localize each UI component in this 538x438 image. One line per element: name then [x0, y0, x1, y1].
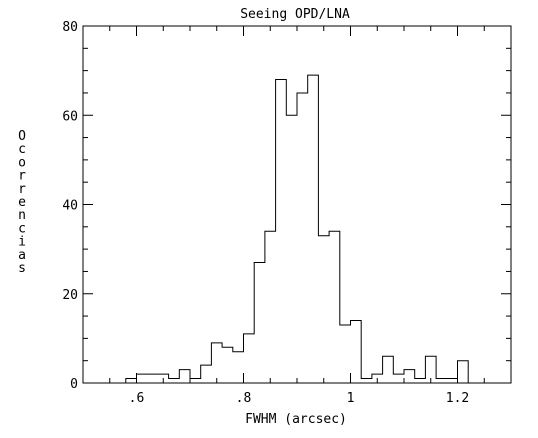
y-axis-label-char: n [18, 208, 26, 223]
y-axis-label-char: o [18, 155, 26, 170]
y-tick-label: 40 [62, 199, 78, 214]
x-tick-labels: .6 .8 1 1.2 [129, 391, 470, 406]
y-axis-label-char: i [18, 235, 26, 250]
x-axis-label: FWHM (arcsec) [245, 412, 347, 427]
y-tick-labels: 0 20 40 60 80 [62, 20, 78, 392]
y-axis-label-char: c [18, 142, 26, 157]
plot-frame [82, 25, 512, 384]
y-axis-label-char: r [18, 182, 26, 197]
axis-ticks [82, 25, 512, 384]
x-tick-label: .8 [236, 391, 252, 406]
histogram-step-line [125, 74, 469, 383]
x-tick-label: 1.2 [446, 391, 469, 406]
y-axis-label-char: e [18, 195, 26, 210]
chart-title: Seeing OPD/LNA [240, 7, 350, 22]
y-tick-label: 0 [70, 377, 78, 392]
x-tick-label: .6 [129, 391, 145, 406]
y-axis-label-char: s [18, 261, 26, 276]
y-tick-label: 60 [62, 109, 78, 124]
x-tick-label: 1 [347, 391, 355, 406]
y-axis-label-char: a [18, 248, 26, 263]
y-axis-label-char: r [18, 169, 26, 184]
y-tick-label: 80 [62, 20, 78, 35]
y-tick-label: 20 [62, 288, 78, 303]
y-axis-label-char: c [18, 221, 26, 236]
y-axis-label-char: O [18, 129, 26, 144]
